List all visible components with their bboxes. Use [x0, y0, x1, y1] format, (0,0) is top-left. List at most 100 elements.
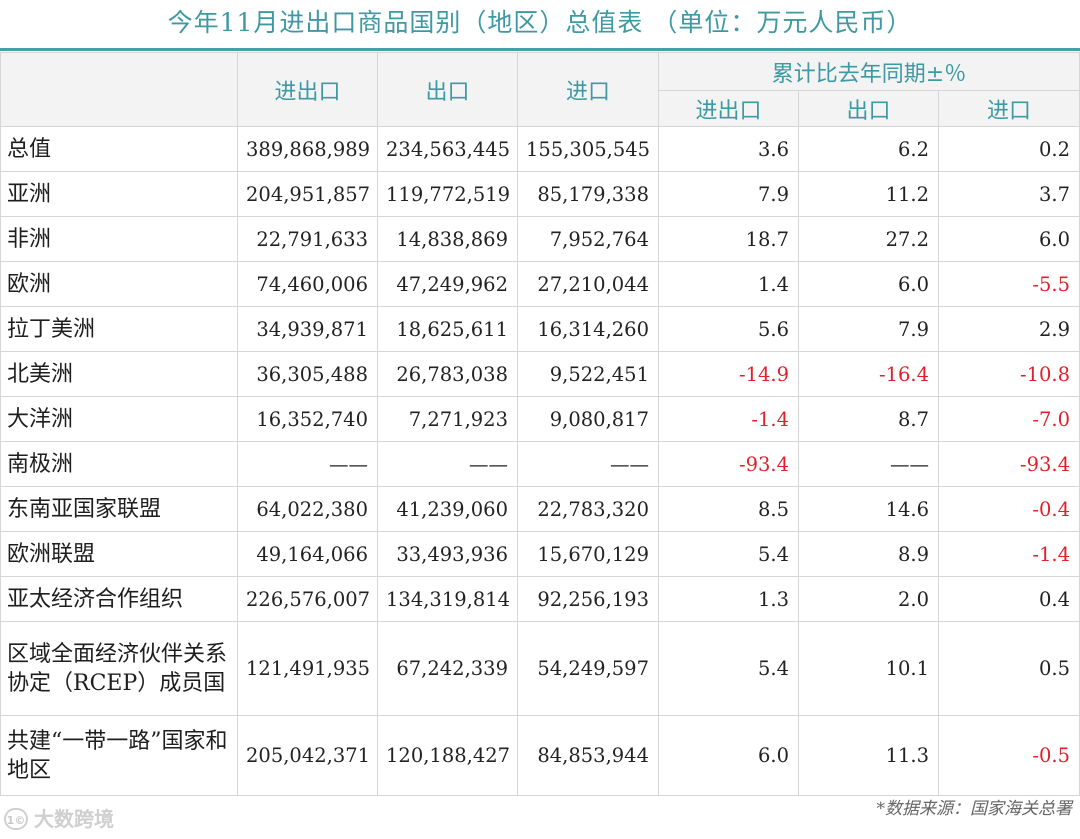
- region-cell: 非洲: [0, 216, 238, 262]
- total-cell: 389,868,989: [237, 126, 378, 172]
- yoy-export-cell: ——: [798, 441, 939, 487]
- yoy-total-cell: 3.6: [658, 126, 799, 172]
- region-cell: 东南亚国家联盟: [0, 486, 238, 532]
- yoy-total-cell: -1.4: [658, 396, 799, 442]
- yoy-import-cell: 0.5: [937, 621, 1080, 716]
- export-cell: 14,838,869: [377, 216, 518, 262]
- table-row: 欧洲联盟 49,164,066 33,493,936 15,670,129 5.4 8.9…: [0, 531, 1080, 577]
- yoy-import-cell: 2.9: [937, 306, 1080, 352]
- header-total: 进出口: [237, 52, 378, 127]
- total-cell: 205,042,371: [237, 715, 378, 796]
- export-cell: 134,319,814: [377, 576, 518, 622]
- yoy-export-cell: 11.2: [798, 171, 939, 217]
- region-cell: 拉丁美洲: [0, 306, 238, 352]
- table-row: 亚太经济合作组织 226,576,007 134,319,814 92,256,193…: [0, 576, 1080, 622]
- total-cell: 121,491,935: [237, 621, 378, 716]
- total-cell: 204,951,857: [237, 171, 378, 217]
- table-row: 共建“一带一路”国家和地区 205,042,371 120,188,427 84,85…: [0, 715, 1080, 796]
- header-yoy-total: 进出口: [658, 90, 799, 127]
- header-region: [0, 52, 238, 127]
- yoy-total-cell: -93.4: [658, 441, 799, 487]
- table-row: 非洲 22,791,633 14,838,869 7,952,764 18.7 27.2 6…: [0, 216, 1080, 262]
- table-row: 亚洲 204,951,857 119,772,519 85,179,338 7.9 11.…: [0, 171, 1080, 217]
- import-cell: ——: [517, 441, 659, 487]
- table-row: 东南亚国家联盟 64,022,380 41,239,060 22,783,320 8.5…: [0, 486, 1080, 532]
- import-cell: 155,305,545: [517, 126, 659, 172]
- export-cell: 33,493,936: [377, 531, 518, 577]
- import-cell: 9,522,451: [517, 351, 659, 397]
- export-cell: 18,625,611: [377, 306, 518, 352]
- total-cell: ——: [237, 441, 378, 487]
- export-cell: 26,783,038: [377, 351, 518, 397]
- region-cell: 区域全面经济伙伴关系协定（RCEP）成员国: [0, 621, 238, 716]
- yoy-export-cell: 27.2: [798, 216, 939, 262]
- yoy-total-cell: 5.4: [658, 531, 799, 577]
- table-row: 南极洲 —— —— —— -93.4 —— -93.4: [0, 441, 1080, 487]
- total-cell: 49,164,066: [237, 531, 378, 577]
- total-cell: 74,460,006: [237, 261, 378, 307]
- watermark-text: 大数跨境: [34, 807, 114, 831]
- yoy-export-cell: 14.6: [798, 486, 939, 532]
- yoy-export-cell: 8.9: [798, 531, 939, 577]
- total-cell: 36,305,488: [237, 351, 378, 397]
- import-cell: 16,314,260: [517, 306, 659, 352]
- yoy-total-cell: -14.9: [658, 351, 799, 397]
- yoy-import-cell: -7.0: [937, 396, 1080, 442]
- region-cell: 亚太经济合作组织: [0, 576, 238, 622]
- yoy-total-cell: 6.0: [658, 715, 799, 796]
- yoy-import-cell: 6.0: [937, 216, 1080, 262]
- table-row: 北美洲 36,305,488 26,783,038 9,522,451 -14.9 -16…: [0, 351, 1080, 397]
- yoy-import-cell: -93.4: [937, 441, 1080, 487]
- yoy-import-cell: -10.8: [937, 351, 1080, 397]
- total-cell: 226,576,007: [237, 576, 378, 622]
- trade-value-table: 进出口 出口 进口 累计比去年同期±％ 进出口 出口 进口 总值 389,868,…: [0, 52, 1080, 796]
- header-import: 进口: [517, 52, 659, 127]
- yoy-total-cell: 8.5: [658, 486, 799, 532]
- total-cell: 22,791,633: [237, 216, 378, 262]
- export-cell: 7,271,923: [377, 396, 518, 442]
- yoy-total-cell: 5.6: [658, 306, 799, 352]
- yoy-export-cell: 6.2: [798, 126, 939, 172]
- yoy-import-cell: 0.4: [937, 576, 1080, 622]
- import-cell: 7,952,764: [517, 216, 659, 262]
- region-cell: 亚洲: [0, 171, 238, 217]
- region-cell: 共建“一带一路”国家和地区: [0, 715, 238, 796]
- region-cell: 欧洲联盟: [0, 531, 238, 577]
- source-note: *数据来源：国家海关总署: [876, 799, 1073, 819]
- header-yoy-import: 进口: [937, 90, 1080, 127]
- header-export: 出口: [377, 52, 518, 127]
- header-yoy-group: 累计比去年同期±％: [657, 52, 1080, 91]
- yoy-total-cell: 1.4: [658, 261, 799, 307]
- import-cell: 9,080,817: [517, 396, 659, 442]
- import-cell: 54,249,597: [517, 621, 659, 716]
- export-cell: 120,188,427: [377, 715, 518, 796]
- region-cell: 南极洲: [0, 441, 238, 487]
- yoy-import-cell: -0.5: [937, 715, 1080, 796]
- yoy-export-cell: 7.9: [798, 306, 939, 352]
- export-cell: ——: [377, 441, 518, 487]
- export-cell: 119,772,519: [377, 171, 518, 217]
- yoy-export-cell: 10.1: [798, 621, 939, 716]
- yoy-export-cell: -16.4: [798, 351, 939, 397]
- yoy-import-cell: -0.4: [937, 486, 1080, 532]
- total-cell: 16,352,740: [237, 396, 378, 442]
- export-cell: 47,249,962: [377, 261, 518, 307]
- region-cell: 欧洲: [0, 261, 238, 307]
- table-row: 大洋洲 16,352,740 7,271,923 9,080,817 -1.4 8.7 -7…: [0, 396, 1080, 442]
- yoy-total-cell: 5.4: [658, 621, 799, 716]
- logo-icon: 1©: [4, 808, 28, 830]
- total-cell: 64,022,380: [237, 486, 378, 532]
- total-cell: 34,939,871: [237, 306, 378, 352]
- table-row: 欧洲 74,460,006 47,249,962 27,210,044 1.4 6.0 -5…: [0, 261, 1080, 307]
- header-yoy-export: 出口: [798, 90, 939, 127]
- yoy-export-cell: 8.7: [798, 396, 939, 442]
- export-cell: 234,563,445: [377, 126, 518, 172]
- table-row: 总值 389,868,989 234,563,445 155,305,545 3.6 6.…: [0, 126, 1080, 172]
- export-cell: 41,239,060: [377, 486, 518, 532]
- yoy-total-cell: 18.7: [658, 216, 799, 262]
- export-cell: 67,242,339: [377, 621, 518, 716]
- import-cell: 84,853,944: [517, 715, 659, 796]
- region-cell: 北美洲: [0, 351, 238, 397]
- yoy-import-cell: -5.5: [937, 261, 1080, 307]
- yoy-import-cell: -1.4: [937, 531, 1080, 577]
